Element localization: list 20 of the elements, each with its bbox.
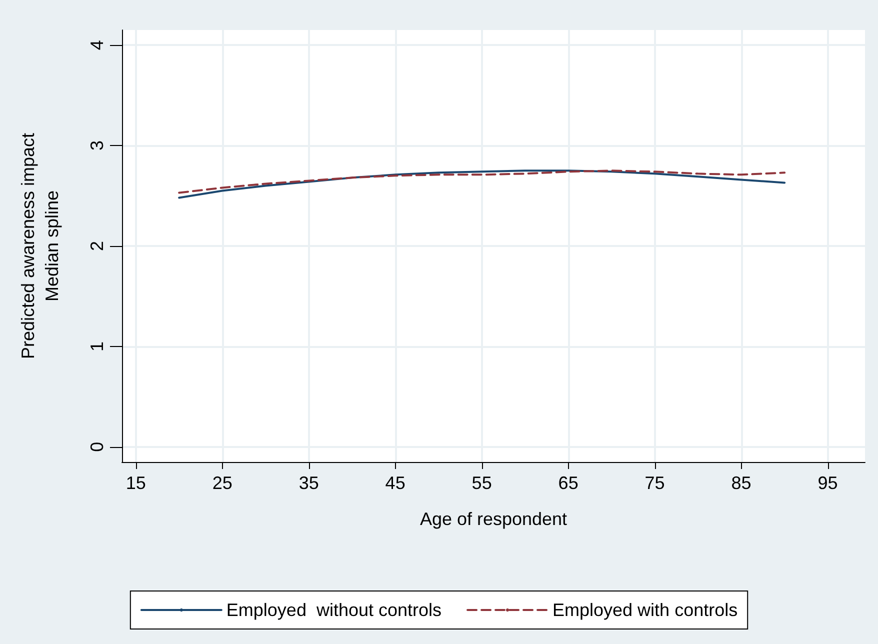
y-tick-label: 1 [87, 341, 107, 352]
y-tick-label: 2 [87, 240, 107, 252]
x-tick-label: 65 [558, 473, 578, 493]
x-tick-label: 25 [212, 473, 232, 493]
x-tick-label: 75 [644, 473, 665, 493]
y-tick-label: 4 [87, 40, 107, 50]
y-tick-label: 3 [87, 140, 107, 151]
legend-label: Employed without controls [226, 600, 442, 620]
x-tick-label: 45 [385, 473, 406, 493]
x-tick-label: 85 [731, 473, 752, 493]
x-tick-label: 55 [472, 473, 492, 493]
line-series [178, 170, 786, 194]
legend-label: Employed with controls [552, 600, 738, 620]
y-tick-label: 0 [87, 442, 107, 452]
y-axis-title: Predicted awareness impact Median spline [18, 132, 62, 360]
line-series [178, 170, 786, 199]
x-axis-title: Age of respondent [420, 509, 568, 529]
x-tick-label: 95 [818, 473, 838, 493]
x-tick-label: 35 [298, 473, 319, 493]
x-tick-label: 15 [126, 473, 146, 493]
